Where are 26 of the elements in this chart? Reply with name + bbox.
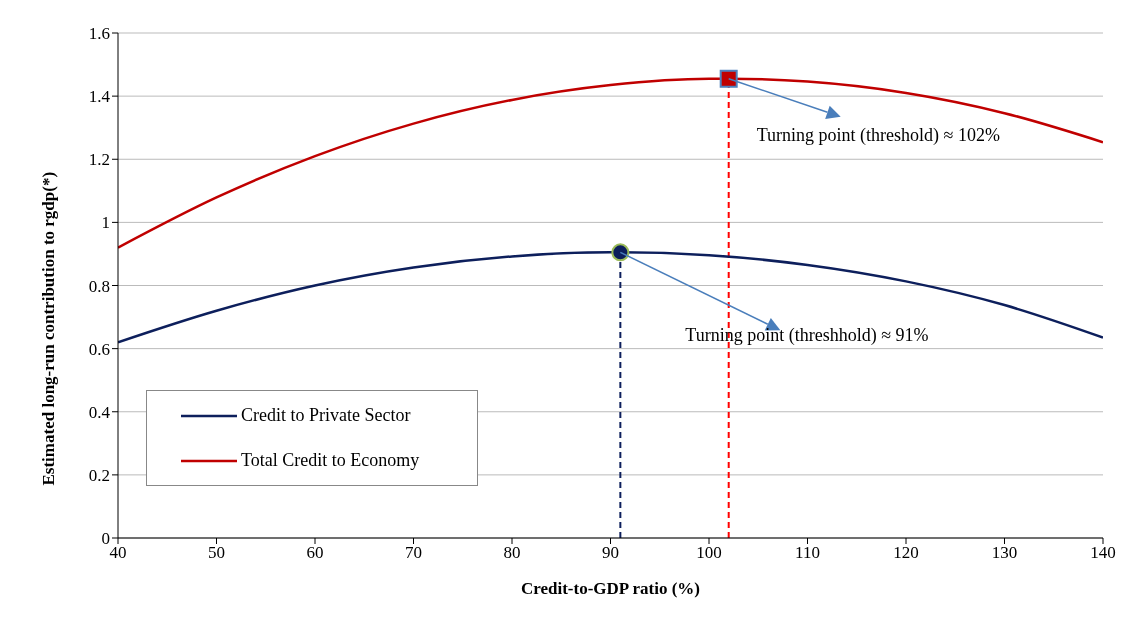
y-tick-label: 0.4 <box>88 402 111 422</box>
x-tick-label: 130 <box>991 543 1018 563</box>
x-tick-label: 100 <box>696 543 722 563</box>
annotation: Turning point (threshhold) ≈ 91% <box>685 325 929 347</box>
x-axis-title: Credit-to-GDP ratio (%) <box>520 579 701 598</box>
x-tick-label: 110 <box>795 543 820 563</box>
y-tick-label: 0 <box>101 529 110 549</box>
y-axis-title: Estimated long-run contribution to rgdp(*) <box>39 171 59 486</box>
y-tick-label: 0.8 <box>88 276 110 296</box>
y-tick-label: 0.6 <box>88 339 110 359</box>
x-tick-label: 40 <box>109 543 127 563</box>
legend-label: Credit to Private Sector <box>241 405 411 426</box>
y-tick-label: 1.2 <box>88 150 110 170</box>
y-tick-label: 0.2 <box>88 465 110 485</box>
x-tick-label: 120 <box>893 543 919 563</box>
x-tick-label: 80 <box>503 543 521 563</box>
annotation: Turning point (threshold) ≈ 102% <box>756 124 1000 146</box>
x-tick-label: 140 <box>1090 543 1116 563</box>
x-tick-label: 70 <box>405 543 422 563</box>
x-tick-label: 60 <box>306 543 324 563</box>
x-tick-label: 90 <box>602 543 619 563</box>
legend-label: Total Credit to Economy <box>241 450 420 471</box>
y-tick-label: 1.4 <box>88 87 111 107</box>
x-tick-label: 50 <box>208 543 225 563</box>
y-tick-label: 1 <box>101 213 110 233</box>
y-tick-label: 1.6 <box>88 24 110 44</box>
